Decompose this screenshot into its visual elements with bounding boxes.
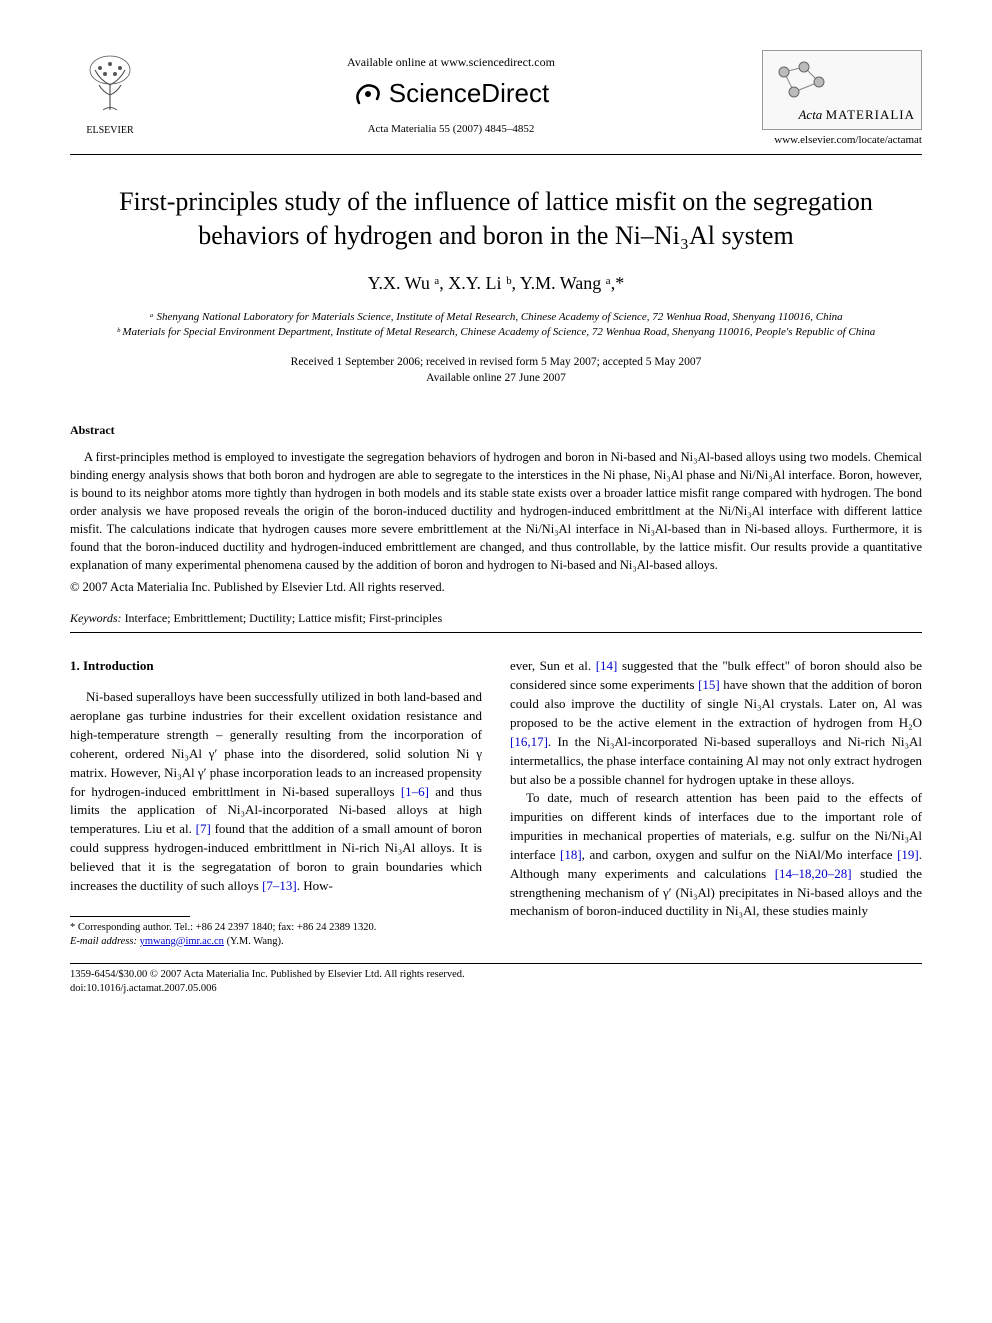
abstract-rule [70,632,922,633]
journal-block: Acta MATERIALIA www.elsevier.com/locate/… [752,50,922,146]
footer-doi: doi:10.1016/j.actamat.2007.05.006 [70,982,922,996]
intro-text-3b: , and carbon, oxygen and sulfur on the N… [582,847,897,862]
elsevier-tree-icon [75,50,145,120]
abstract-text: A first-principles method is employed to… [70,448,922,575]
publisher-name: ELSEVIER [70,125,150,136]
molecule-icon [769,57,839,107]
platform-brand: ScienceDirect [150,78,752,109]
platform-name: ScienceDirect [389,78,549,109]
ref-link-14-28[interactable]: [14–18,20–28] [775,866,852,881]
intro-text-1d: . How- [297,878,333,893]
keywords-line: Keywords: Interface; Embrittlement; Duct… [70,611,922,626]
ref-link-7-13[interactable]: [7–13] [262,878,297,893]
authors-line: Y.X. Wu ᵃ, X.Y. Li ᵇ, Y.M. Wang ᵃ,* [70,273,922,294]
abstract-copyright: © 2007 Acta Materialia Inc. Published by… [70,580,922,595]
ref-link-19[interactable]: [19] [897,847,919,862]
article-title: First-principles study of the influence … [70,185,922,253]
header-rule [70,154,922,155]
affiliation-b: ᵇ Materials for Special Environment Depa… [90,325,902,340]
footnote-rule [70,916,190,917]
journal-citation: Acta Materialia 55 (2007) 4845–4852 [150,123,752,135]
intro-para-1-left: Ni-based superalloys have been successfu… [70,688,482,895]
affiliations: ᵃ Shenyang National Laboratory for Mater… [70,310,922,341]
journal-url[interactable]: www.elsevier.com/locate/actamat [752,134,922,146]
corresponding-footnote: * Corresponding author. Tel.: +86 24 239… [70,921,482,949]
dates-online: Available online 27 June 2007 [70,370,922,386]
column-right: ever, Sun et al. [14] suggested that the… [510,657,922,948]
sciencedirect-icon [353,79,383,109]
ref-link-16-17[interactable]: [16,17] [510,734,548,749]
email-address[interactable]: ymwang@imr.ac.cn [140,936,224,947]
keywords-list: Interface; Embrittlement; Ductility; Lat… [125,611,443,625]
ref-link-14[interactable]: [14] [596,658,618,673]
body-columns: 1. Introduction Ni-based superalloys hav… [70,657,922,948]
ref-link-1-6[interactable]: [1–6] [401,784,429,799]
ref-link-7[interactable]: [7] [196,821,211,836]
journal-logo-acta: Acta [798,107,822,122]
footer-info: 1359-6454/$30.00 © 2007 Acta Materialia … [70,968,922,995]
intro-para-1-right: ever, Sun et al. [14] suggested that the… [510,657,922,789]
journal-cover-icon: Acta MATERIALIA [762,50,922,130]
abstract-body: A first-principles method is employed to… [70,448,922,575]
intro-para-2-right: To date, much of research attention has … [510,789,922,921]
header-center: Available online at www.sciencedirect.co… [150,50,752,135]
abstract-heading: Abstract [70,423,922,438]
column-left: 1. Introduction Ni-based superalloys hav… [70,657,482,948]
affiliation-a: ᵃ Shenyang National Laboratory for Mater… [90,310,902,325]
keywords-label: Keywords: [70,611,122,625]
page-header: ELSEVIER Available online at www.science… [70,50,922,146]
intro-text-2d: . In the Ni₃Al-incorporated Ni-based sup… [510,734,922,787]
journal-logo-materialia: MATERIALIA [826,107,915,122]
footer-rule [70,963,922,964]
email-attribution: (Y.M. Wang). [227,936,284,947]
ref-link-18[interactable]: [18] [560,847,582,862]
publisher-block: ELSEVIER [70,50,150,136]
intro-text-2a: ever, Sun et al. [510,658,596,673]
footer-copyright: 1359-6454/$30.00 © 2007 Acta Materialia … [70,968,922,982]
email-line: E-mail address: ymwang@imr.ac.cn (Y.M. W… [70,935,482,949]
available-online-text: Available online at www.sciencedirect.co… [150,55,752,70]
article-dates: Received 1 September 2006; received in r… [70,354,922,386]
dates-received: Received 1 September 2006; received in r… [70,354,922,370]
intro-text-1a: Ni-based superalloys have been successfu… [70,689,482,798]
intro-heading: 1. Introduction [70,657,482,676]
ref-link-15[interactable]: [15] [698,677,720,692]
email-label: E-mail address: [70,936,137,947]
corresponding-author: * Corresponding author. Tel.: +86 24 239… [70,921,482,935]
